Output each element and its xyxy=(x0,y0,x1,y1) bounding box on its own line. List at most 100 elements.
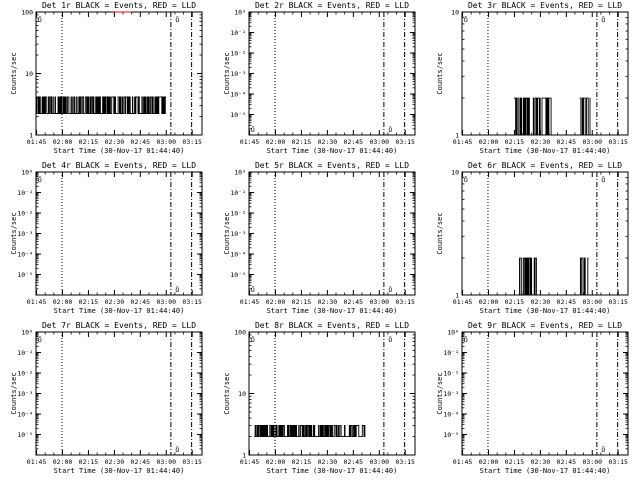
lld-marker-glyph: Ö xyxy=(601,445,605,454)
panel-title: Det 3r BLACK = Events, RED = LLD xyxy=(468,1,622,10)
x-tick-label: 02:00 xyxy=(479,298,499,306)
x-tick-label: 03:00 xyxy=(582,138,602,146)
x-tick-label: 02:15 xyxy=(292,458,312,466)
plot-frame xyxy=(35,331,203,456)
x-tick-label: 02:15 xyxy=(505,298,525,306)
lld-marker-glyph: Ö xyxy=(464,335,468,344)
y-tick-label: 10⁻¹ xyxy=(443,349,459,357)
lld-marker-glyph: Ö xyxy=(38,175,42,184)
x-tick-label: 03:15 xyxy=(182,138,202,146)
x-tick-label: 01:45 xyxy=(27,458,47,466)
y-tick-label: 10⁻² xyxy=(443,370,459,378)
y-tick-label: 10⁻⁴ xyxy=(17,251,33,259)
panel-det-1r: Det 1r BLACK = Events, RED = LLD 1 10 100 Co… xyxy=(10,1,203,155)
x-tick-label: 02:00 xyxy=(53,298,73,306)
y-tick-label: 10⁻³ xyxy=(443,390,459,398)
y-axis-label: Counts/sec xyxy=(10,212,18,254)
plot-frame xyxy=(248,171,416,296)
x-axis-label: Start Time (30-Nov-17 01:44:40) xyxy=(267,307,398,315)
panel-title: Det 6r BLACK = Events, RED = LLD xyxy=(468,161,622,170)
panel-title: Det 2r BLACK = Events, RED = LLD xyxy=(255,1,409,10)
lld-marker-glyph: Ö xyxy=(38,335,42,344)
x-tick-label: 01:45 xyxy=(453,138,473,146)
x-tick-label: 03:15 xyxy=(608,298,628,306)
y-axis-label: Counts/sec xyxy=(223,52,231,94)
lld-marker-glyph: Ö xyxy=(251,335,255,344)
y-tick-label: 10⁻⁴ xyxy=(230,91,246,99)
plot-frame xyxy=(461,331,629,456)
y-tick-label: 10⁻¹ xyxy=(17,189,33,197)
x-tick-label: 03:15 xyxy=(608,138,628,146)
y-tick-label: 10⁻⁵ xyxy=(230,111,246,119)
panel-title: Det 9r BLACK = Events, RED = LLD xyxy=(468,321,622,330)
x-tick-label: 03:15 xyxy=(395,458,415,466)
x-tick-label: 01:45 xyxy=(240,138,260,146)
y-tick-label: 100 xyxy=(21,9,33,17)
y-tick-label: 10⁻³ xyxy=(17,230,33,238)
lld-marker-glyph: Ö xyxy=(464,175,468,184)
x-tick-label: 03:00 xyxy=(156,298,176,306)
panel-det-9r: Det 9r BLACK = Events, RED = LLD 10⁰ 10⁻¹ 1… xyxy=(436,321,629,475)
y-axis-label: Counts/sec xyxy=(223,212,231,254)
x-tick-label: 02:15 xyxy=(505,458,525,466)
x-tick-label: 01:45 xyxy=(240,458,260,466)
lld-marker-glyph: Ö xyxy=(388,335,392,344)
y-tick-label: 10⁻⁵ xyxy=(17,431,33,439)
x-tick-label: 02:00 xyxy=(479,458,499,466)
panel-title: Det 1r BLACK = Events, RED = LLD xyxy=(42,1,196,10)
plot-frame xyxy=(35,171,203,296)
lld-marker-glyph: Ö xyxy=(251,285,255,294)
y-tick-label: 10⁻² xyxy=(230,50,246,58)
x-tick-label: 02:00 xyxy=(53,138,73,146)
series-events-line xyxy=(579,257,589,296)
plot-frame xyxy=(461,11,629,136)
x-tick-label: 02:00 xyxy=(266,458,286,466)
x-tick-label: 03:15 xyxy=(608,458,628,466)
x-tick-label: 02:45 xyxy=(344,298,364,306)
y-tick-label: 10 xyxy=(238,390,246,398)
x-tick-label: 02:15 xyxy=(79,458,99,466)
x-tick-label: 03:15 xyxy=(182,458,202,466)
y-tick-label: 10 xyxy=(451,9,459,17)
y-tick-label: 10⁻³ xyxy=(230,70,246,78)
x-tick-label: 02:45 xyxy=(131,138,151,146)
series-events-line xyxy=(519,257,537,296)
x-tick-label: 01:45 xyxy=(453,458,473,466)
lld-marker-glyph: Ö xyxy=(464,15,468,24)
panel-title: Det 8r BLACK = Events, RED = LLD xyxy=(255,321,409,330)
x-axis-label: Start Time (30-Nov-17 01:44:40) xyxy=(267,467,398,475)
y-axis-label: Counts/sec xyxy=(436,212,444,254)
lld-marker-glyph: Ö xyxy=(175,285,179,294)
panel-det-7r: Det 7r BLACK = Events, RED = LLD 10⁰ 10⁻¹ 1… xyxy=(10,321,203,475)
y-tick-label: 1 xyxy=(455,292,459,300)
x-tick-label: 02:30 xyxy=(105,138,125,146)
x-tick-label: 02:30 xyxy=(318,298,338,306)
x-tick-label: 03:00 xyxy=(369,458,389,466)
y-tick-label: 10⁻⁴ xyxy=(443,411,459,419)
x-tick-label: 01:45 xyxy=(27,138,47,146)
x-tick-label: 02:45 xyxy=(557,458,577,466)
plot-frame xyxy=(35,11,203,136)
y-tick-label: 1 xyxy=(29,132,33,140)
y-tick-label: 10⁰ xyxy=(447,329,459,337)
series-events-line xyxy=(36,96,167,114)
x-tick-label: 02:30 xyxy=(105,458,125,466)
x-tick-label: 01:45 xyxy=(27,298,47,306)
x-tick-label: 03:15 xyxy=(395,298,415,306)
y-tick-label: 10⁰ xyxy=(21,329,33,337)
x-tick-label: 02:45 xyxy=(557,138,577,146)
x-tick-label: 03:00 xyxy=(582,298,602,306)
x-tick-label: 03:00 xyxy=(156,458,176,466)
panel-det-2r: Det 2r BLACK = Events, RED = LLD 10⁰ 10⁻¹ 1… xyxy=(223,1,416,155)
series-events-line xyxy=(513,97,553,136)
y-tick-label: 10 xyxy=(451,169,459,177)
y-axis-label: Counts/sec xyxy=(436,372,444,414)
x-tick-label: 02:45 xyxy=(344,458,364,466)
x-tick-label: 02:15 xyxy=(505,138,525,146)
plot-frame xyxy=(461,171,629,296)
y-tick-label: 10 xyxy=(25,70,33,78)
x-tick-label: 03:00 xyxy=(582,458,602,466)
x-tick-label: 02:30 xyxy=(318,458,338,466)
panel-det-4r: Det 4r BLACK = Events, RED = LLD 10⁰ 10⁻¹ 1… xyxy=(10,161,203,315)
